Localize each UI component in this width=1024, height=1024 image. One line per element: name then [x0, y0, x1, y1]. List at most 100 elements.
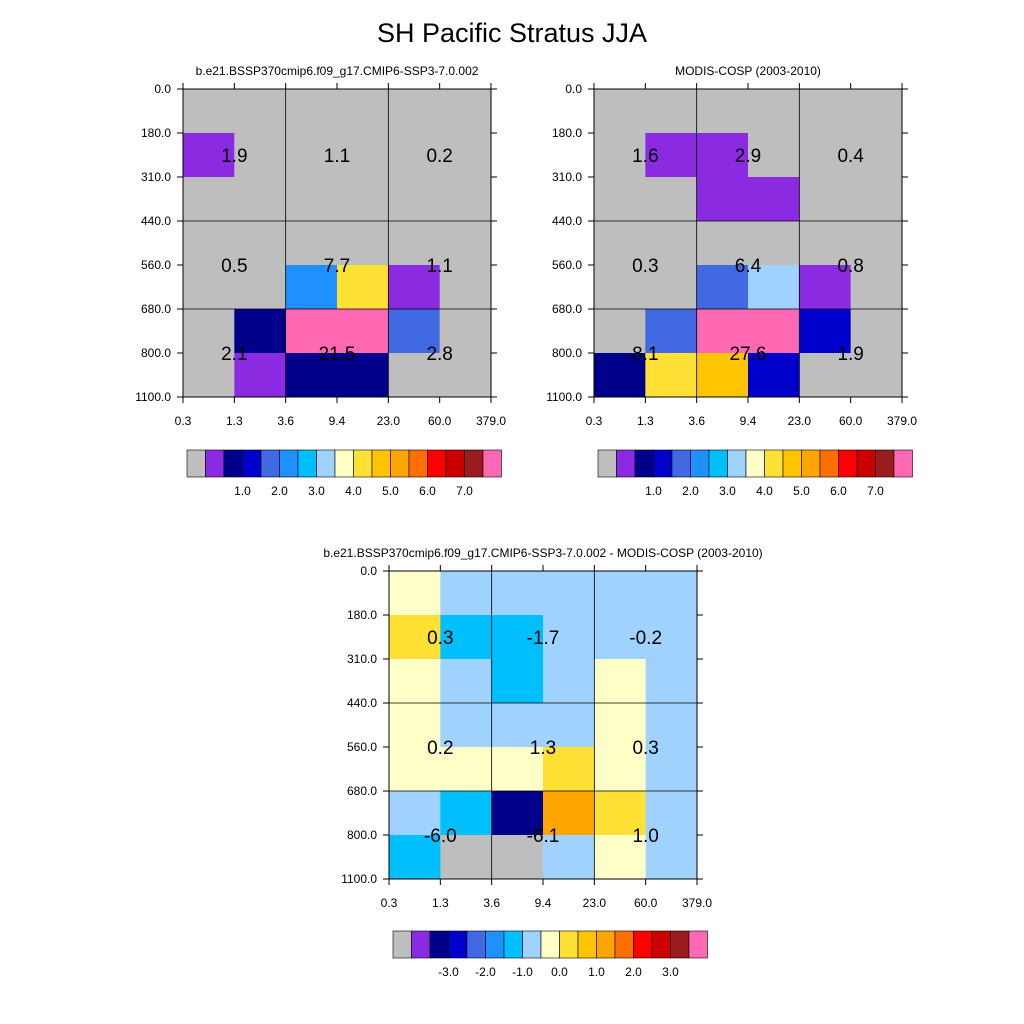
panel-title-obs: MODIS-COSP (2003-2010) — [675, 64, 821, 78]
colorbar-label: 7.0 — [456, 484, 473, 498]
heatmap-cell — [285, 177, 338, 222]
heatmap-cell — [439, 353, 492, 398]
data-label: 7.7 — [324, 256, 350, 277]
heatmap-cell — [645, 133, 698, 178]
heatmap-cell — [439, 309, 492, 354]
colorbar-swatch — [782, 449, 802, 478]
colorbar-swatch — [633, 930, 653, 959]
heatmap-cell — [645, 221, 698, 266]
heatmap-cell — [440, 703, 493, 748]
heatmap-cell — [337, 265, 389, 310]
x-tick-label: 60.0 — [428, 414, 452, 428]
data-label: -0.2 — [629, 628, 662, 649]
colorbar-swatch — [875, 449, 895, 478]
heatmap-cell — [748, 89, 800, 134]
heatmap-cell — [388, 221, 441, 266]
colorbar-swatch — [670, 930, 690, 959]
colorbar-swatch — [242, 449, 262, 478]
heatmap-cell — [183, 221, 235, 266]
colorbar-swatch — [745, 449, 765, 478]
colorbar-label: 5.0 — [382, 484, 399, 498]
colorbar-swatch — [353, 449, 373, 478]
heatmap-cell — [183, 353, 235, 398]
heatmap-cell — [645, 703, 698, 748]
y-tick-label: 560.0 — [141, 258, 171, 272]
heatmap-cell — [491, 747, 544, 792]
heatmap-cell — [285, 265, 338, 310]
data-label: -6.0 — [424, 826, 457, 847]
y-tick-label: 1100.0 — [546, 390, 582, 404]
data-label: 1.9 — [221, 146, 247, 167]
heatmap-cell — [234, 309, 287, 354]
y-tick-label: 560.0 — [347, 740, 377, 754]
data-label: 27.6 — [730, 344, 767, 365]
heatmap-cell — [491, 791, 544, 836]
colorbar-swatch — [838, 449, 858, 478]
heatmap-cell — [748, 353, 800, 398]
heatmap-cell — [594, 309, 646, 354]
heatmap-cell — [389, 747, 441, 792]
heatmap-cell — [645, 177, 698, 222]
x-tick-label: 60.0 — [634, 896, 658, 910]
heatmap-cell — [491, 571, 544, 616]
colorbar-swatch — [279, 449, 299, 478]
heatmap-cell — [850, 133, 903, 178]
heatmap-cell — [645, 353, 698, 398]
y-tick-label: 560.0 — [552, 258, 582, 272]
heatmap-cell — [594, 791, 647, 836]
heatmap-cell — [543, 747, 595, 792]
colorbar-swatch — [653, 449, 673, 478]
colorbar-label: 1.0 — [645, 484, 662, 498]
heatmap-cell — [748, 221, 800, 266]
heatmap-cell — [748, 133, 800, 178]
data-label: 1.9 — [837, 344, 863, 365]
y-tick-label: 440.0 — [141, 214, 171, 228]
heatmap-cell — [389, 703, 441, 748]
x-tick-label: 0.3 — [175, 414, 192, 428]
heatmap-cell — [594, 571, 647, 616]
colorbar-swatch — [448, 930, 468, 959]
colorbar-swatch — [390, 449, 410, 478]
colorbar-swatch — [464, 449, 484, 478]
colorbar-swatch — [205, 449, 225, 478]
data-label: -6.1 — [527, 826, 560, 847]
x-tick-label: 1.3 — [637, 414, 654, 428]
heatmap-cell — [645, 265, 698, 310]
colorbar-swatch — [371, 449, 391, 478]
heatmap-cell — [440, 791, 493, 836]
colorbar-swatch — [614, 930, 634, 959]
panel-title-model: b.e21.BSSP370cmip6.f09_g17.CMIP6-SSP3-7.… — [195, 64, 479, 78]
data-label: 1.0 — [632, 826, 658, 847]
heatmap-cell — [388, 353, 441, 398]
heatmap-cell — [799, 265, 852, 310]
heatmap-cell — [439, 133, 492, 178]
heatmap-cell — [183, 89, 235, 134]
y-tick-label: 800.0 — [141, 346, 171, 360]
heatmap-cell — [645, 89, 698, 134]
data-label: 1.6 — [632, 146, 658, 167]
data-label: 0.3 — [632, 256, 658, 277]
y-tick-label: 440.0 — [347, 696, 377, 710]
data-label: 0.5 — [221, 256, 247, 277]
heatmap-cell — [388, 89, 441, 134]
colorbar-swatch — [392, 930, 412, 959]
colorbar-swatch — [708, 449, 728, 478]
heatmap-cell — [696, 265, 749, 310]
colorbar-swatch — [186, 449, 206, 478]
heatmap-cell — [285, 89, 338, 134]
colorbar-label: 4.0 — [756, 484, 773, 498]
heatmap-cell — [543, 659, 595, 704]
heatmap-cell — [696, 89, 749, 134]
colorbar-label: 0.0 — [551, 965, 568, 979]
heatmap-cell — [594, 615, 647, 660]
colorbar-label: 2.0 — [682, 484, 699, 498]
x-tick-label: 9.4 — [740, 414, 757, 428]
heatmap-cell — [388, 265, 441, 310]
data-label: 0.8 — [837, 256, 863, 277]
colorbar-label: -3.0 — [438, 965, 459, 979]
heatmap-cell — [696, 177, 749, 222]
colorbar-swatch — [819, 449, 839, 478]
y-tick-label: 180.0 — [347, 608, 377, 622]
data-label: 0.2 — [426, 146, 452, 167]
heatmap-cell — [491, 615, 544, 660]
